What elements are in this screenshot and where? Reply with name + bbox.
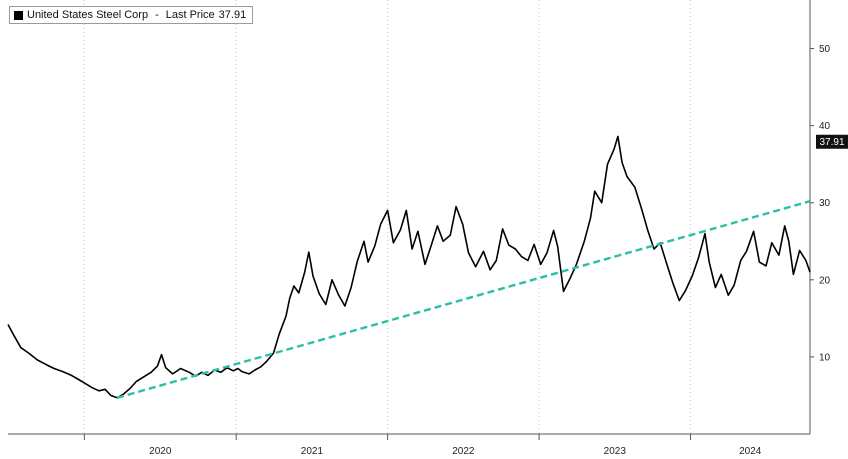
x-year-label: 2024 [739,446,762,457]
legend-last-price-label: Last Price [165,9,215,21]
legend-series-name: United States Steel Corp [27,9,149,21]
y-tick-label: 40 [819,121,831,132]
y-tick-label: 20 [819,275,831,286]
legend-last-price-value: 37.91 [218,9,247,21]
y-tick-label: 10 [819,352,831,363]
y-tick-label: 50 [819,44,831,55]
x-year-label: 2022 [452,446,475,457]
axes-layer: 10 20 30 40 50 2020 2021 2022 2023 2024 [8,0,831,457]
legend: United States Steel Corp - Last Price 37… [9,6,254,24]
price-line [7,135,811,399]
x-year-label: 2021 [301,446,324,457]
x-year-label: 2020 [149,446,172,457]
trendline [116,200,811,399]
legend-swatch [14,10,23,20]
last-price-badge [816,134,848,149]
series-layer [7,135,811,399]
badge-layer: 37.91 [816,134,848,149]
grid-layer [83,0,692,434]
y-tick-label: 30 [819,198,831,209]
x-year-label: 2023 [604,446,627,457]
legend-separator: - [155,9,159,21]
last-price-badge-text: 37.91 [819,137,844,148]
